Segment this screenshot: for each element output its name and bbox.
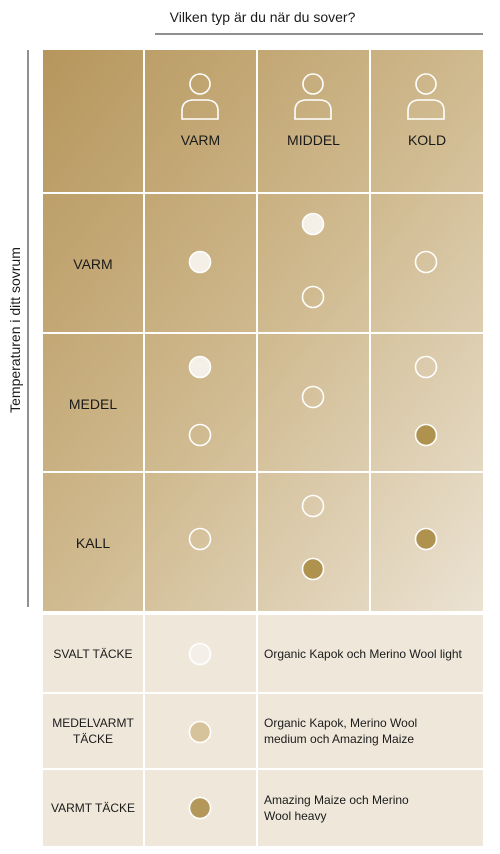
legend-description: Organic Kapok, Merino Wool medium och Am… xyxy=(264,716,418,746)
row-label: MEDEL xyxy=(68,396,118,412)
column-label: KOLD xyxy=(407,132,447,148)
grid-lines xyxy=(43,50,483,611)
matrix-dots xyxy=(188,212,438,581)
row-label: VARM xyxy=(73,256,113,272)
column-label: MIDDEL xyxy=(287,132,340,148)
legend-label: SVALT TÄCKE xyxy=(53,646,133,661)
y-axis-label: Temperaturen i ditt sovrum xyxy=(7,247,23,413)
matrix-background xyxy=(43,50,483,611)
legend-background xyxy=(43,615,483,846)
row-label: KALL xyxy=(75,535,111,551)
title: Vilken typ är du när du sover? xyxy=(169,9,356,25)
legend-label: VARMT TÄCKE xyxy=(50,801,136,815)
person-icons xyxy=(181,73,445,120)
legend-dots xyxy=(188,642,212,820)
legend-label: MEDELVARMT TÄCKE xyxy=(52,716,134,746)
legend-description: Organic Kapok och Merino Wool light xyxy=(264,646,462,661)
legend-description: Amazing Maize och Merino Wool heavy xyxy=(264,793,409,823)
column-label: VARM xyxy=(180,132,221,148)
